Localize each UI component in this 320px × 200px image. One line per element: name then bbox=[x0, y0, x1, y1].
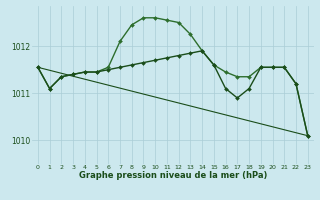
X-axis label: Graphe pression niveau de la mer (hPa): Graphe pression niveau de la mer (hPa) bbox=[79, 171, 267, 180]
